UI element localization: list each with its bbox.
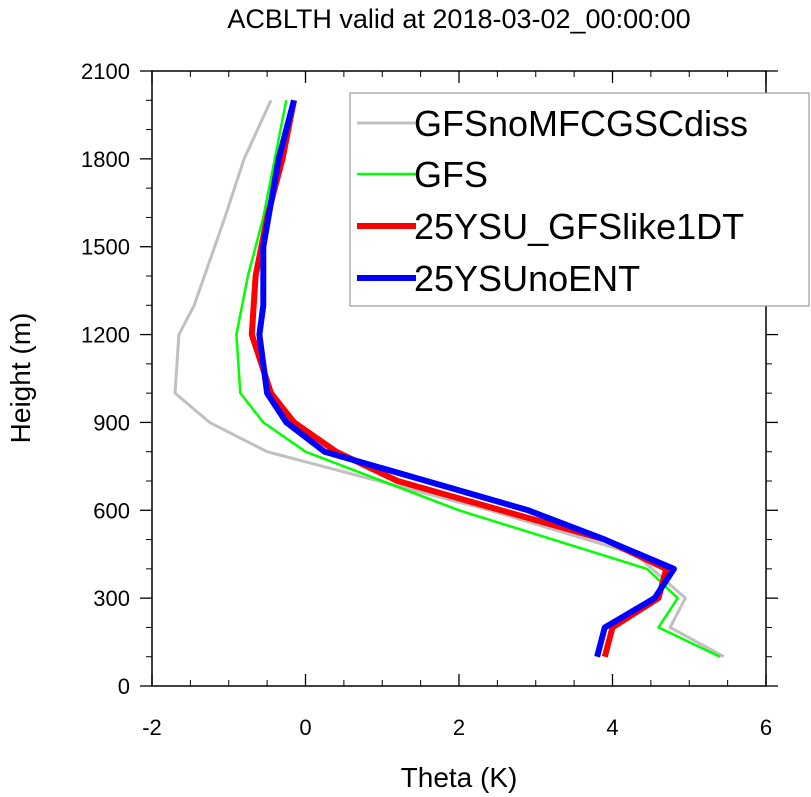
x-tick-label: 2 [453, 715, 465, 740]
chart-title: ACBLTH valid at 2018-03-02_00:00:00 [227, 4, 690, 34]
x-tick-label: 0 [299, 715, 311, 740]
legend-label: 25YSUnoENT [414, 258, 640, 299]
legend: GFSnoMFCGSCdiss GFS 25YSU_GFSlike1DT 25YSUn… [357, 103, 748, 299]
y-tick-label: 1800 [81, 147, 130, 172]
y-tick-label: 600 [93, 498, 130, 523]
x-tick-label: -2 [142, 715, 162, 740]
legend-label: GFSnoMFCGSCdiss [414, 103, 748, 144]
axis-ticks: -2 0 2 4 6 0 300 600 900 1200 1500 1800 2100 [81, 59, 778, 740]
series-line-4 [256, 99, 677, 658]
legend-box [349, 92, 810, 307]
series-line-2 [235, 100, 721, 658]
y-tick-label: 900 [93, 410, 130, 435]
y-tick-label: 1200 [81, 323, 130, 348]
series-line-1 [173, 99, 725, 659]
y-axis-label: Height (m) [5, 313, 36, 444]
y-tick-label: 1500 [81, 235, 130, 260]
x-tick-label: 4 [606, 715, 618, 740]
x-axis-label: Theta (K) [401, 762, 518, 793]
y-tick-label: 0 [118, 674, 130, 699]
y-tick-label: 2100 [81, 59, 130, 84]
data-series [173, 99, 725, 659]
x-tick-label: 6 [760, 715, 772, 740]
legend-label: 25YSU_GFSlike1DT [414, 206, 744, 247]
y-tick-label: 300 [93, 586, 130, 611]
legend-label: GFS [414, 154, 488, 195]
